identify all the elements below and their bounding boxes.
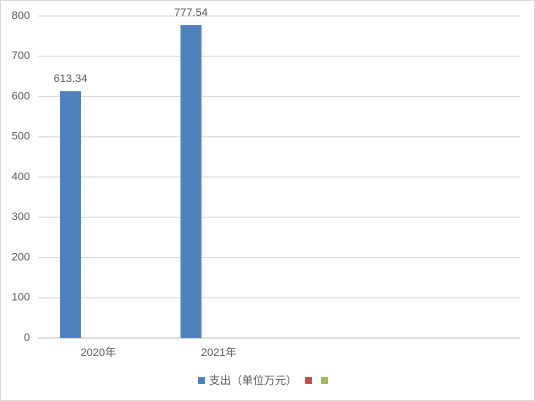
y-tick-label: 200 <box>12 251 30 263</box>
y-tick-label: 300 <box>12 211 30 223</box>
bar <box>60 91 81 339</box>
y-tick-label: 800 <box>12 10 30 22</box>
y-tick-label: 700 <box>12 50 30 62</box>
legend-swatch <box>198 377 205 384</box>
y-tick-label: 600 <box>12 90 30 102</box>
y-tick-label: 400 <box>12 171 30 183</box>
x-tick-label: 2020年 <box>81 345 116 359</box>
bar <box>180 25 202 338</box>
data-label: 777.54 <box>174 7 208 19</box>
legend-label: 支出（单位万元） <box>209 373 297 387</box>
legend-swatch <box>305 377 312 384</box>
y-tick-label: 100 <box>12 292 30 304</box>
legend-swatch <box>321 377 328 384</box>
y-tick-label: 0 <box>24 332 30 344</box>
x-tick-label: 2021年 <box>201 345 236 359</box>
data-label: 613.34 <box>54 73 88 85</box>
y-tick-label: 500 <box>12 131 30 143</box>
